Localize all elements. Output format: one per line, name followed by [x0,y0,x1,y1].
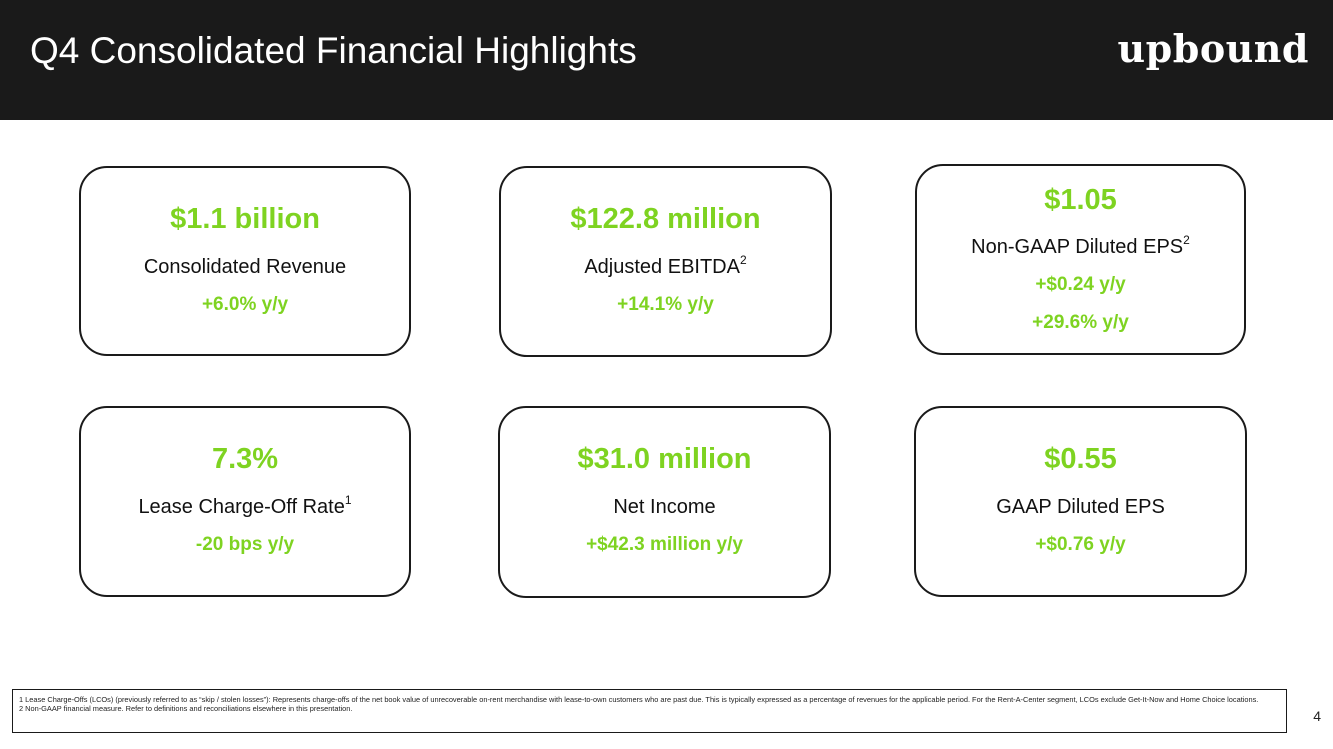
card-lease-charge-off-rate: 7.3% Lease Charge-Off Rate1 -20 bps y/y [79,406,411,597]
card-label: Consolidated Revenue [143,256,347,278]
card-label: Net Income [613,496,716,518]
footnotes-box: 1 Lease Charge-Offs (LCOs) (previously r… [12,689,1287,733]
card-value: $1.1 billion [170,203,320,235]
footnote-1: 1 Lease Charge-Offs (LCOs) (previously r… [19,695,1259,704]
card-label: Adjusted EBITDA2 [584,253,747,278]
card-label: GAAP Diluted EPS [996,496,1165,518]
footnote-marker: 2 [739,253,747,267]
page-title: Q4 Consolidated Financial Highlights [30,30,637,71]
card-gaap-diluted-eps: $0.55 GAAP Diluted EPS +$0.76 y/y [914,406,1247,597]
card-value: $0.55 [1044,443,1117,475]
card-value: $1.05 [1044,184,1117,216]
card-value: $31.0 million [577,443,752,475]
card-value: 7.3% [211,443,279,475]
card-value: $122.8 million [570,203,761,235]
card-net-income: $31.0 million Net Income +$42.3 million … [498,406,831,598]
card-consolidated-revenue: $1.1 billion Consolidated Revenue +6.0% … [79,166,411,356]
card-change: -20 bps y/y [195,534,295,555]
card-change: +$0.24 y/y [1035,274,1126,295]
card-adjusted-ebitda: $122.8 million Adjusted EBITDA2 +14.1% y… [499,166,832,357]
page-number: 4 [1313,708,1321,724]
footnote-marker: 2 [1183,233,1190,247]
footnote-2: 2 Non-GAAP financial measure. Refer to d… [19,704,353,713]
footnote-marker: 1 [344,493,352,507]
card-change: +$42.3 million y/y [586,534,743,555]
card-change: +6.0% y/y [201,294,289,315]
card-change: +14.1% y/y [617,294,714,315]
upbound-logo: upbound [1117,26,1309,71]
card-label: Non-GAAP Diluted EPS2 [971,233,1190,258]
card-label: Lease Charge-Off Rate1 [138,493,352,518]
card-change-secondary: +29.6% y/y [1032,312,1129,333]
card-non-gaap-diluted-eps: $1.05 Non-GAAP Diluted EPS2 +$0.24 y/y +… [915,164,1246,355]
card-change: +$0.76 y/y [1035,534,1126,555]
header-bar: Q4 Consolidated Financial Highlights upb… [0,0,1333,120]
